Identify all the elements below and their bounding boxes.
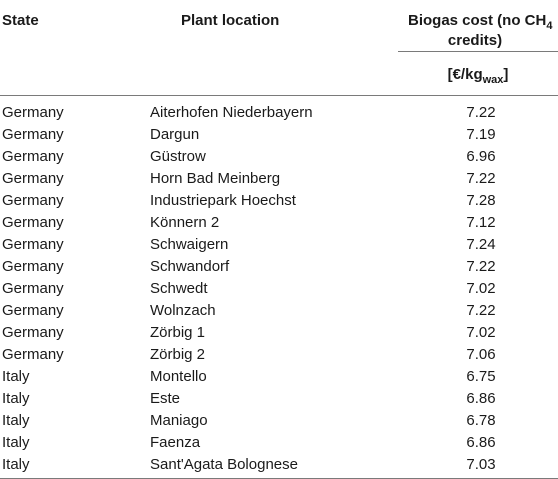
table-row: Germany Wolnzach 7.22 bbox=[0, 300, 558, 322]
cell-biogas-cost: 7.22 bbox=[466, 170, 496, 187]
cell-biogas-cost: 6.86 bbox=[466, 434, 496, 451]
cell-state: Italy bbox=[2, 390, 30, 407]
cell-state: Italy bbox=[2, 434, 30, 451]
cell-biogas-cost: 7.22 bbox=[466, 104, 496, 121]
unit-empty-state bbox=[0, 52, 148, 96]
cell-plant-location: Könnern 2 bbox=[150, 214, 220, 231]
cell-state: Germany bbox=[2, 280, 64, 297]
table-row: Germany Könnern 2 7.12 bbox=[0, 212, 558, 234]
header-biogas-cost: Biogas cost (no CH4 credits) bbox=[398, 0, 558, 52]
header-unit: [€/kgwax] bbox=[398, 51, 558, 96]
table-row: Germany Zörbig 2 7.06 bbox=[0, 344, 558, 366]
unit-text-pre: [€/kg bbox=[447, 66, 483, 83]
cell-plant-location: Schwandorf bbox=[150, 258, 230, 275]
cell-plant-location: Dargun bbox=[150, 126, 200, 143]
cell-state: Italy bbox=[2, 412, 30, 429]
header-plant-location: Plant location bbox=[181, 12, 280, 29]
header-row: State Plant location Biogas cost (no CH4… bbox=[0, 0, 558, 52]
table-row: Germany Horn Bad Meinberg 7.22 bbox=[0, 168, 558, 190]
cell-biogas-cost: 6.96 bbox=[466, 148, 496, 165]
table-row: Germany Güstrow 6.96 bbox=[0, 146, 558, 168]
cell-biogas-cost: 7.03 bbox=[398, 454, 558, 479]
table-row: Italy Maniago 6.78 bbox=[0, 410, 558, 432]
table-row: Germany Aiterhofen Niederbayern 7.22 bbox=[0, 96, 558, 125]
table-header: State Plant location Biogas cost (no CH4… bbox=[0, 0, 558, 96]
table-row: Germany Schwedt 7.02 bbox=[0, 278, 558, 300]
cell-state: Germany bbox=[2, 192, 64, 209]
cell-biogas-cost: 7.22 bbox=[466, 258, 496, 275]
cell-plant-location: Industriepark Hoechst bbox=[150, 192, 296, 209]
unit-row: [€/kgwax] bbox=[0, 51, 558, 96]
cell-state: Germany bbox=[2, 126, 64, 143]
cell-state: Germany bbox=[2, 346, 64, 363]
cell-biogas-cost: 7.19 bbox=[466, 126, 496, 143]
header-ch4-subscript: 4 bbox=[546, 20, 553, 32]
cell-biogas-cost: 7.24 bbox=[466, 236, 496, 253]
cell-state: Germany bbox=[2, 148, 64, 165]
cell-plant-location: Schwedt bbox=[150, 280, 208, 297]
table-body: Germany Aiterhofen Niederbayern 7.22 German… bbox=[0, 96, 558, 479]
header-biogas-cost-line2: credits) bbox=[447, 32, 503, 49]
table-row: Germany Industriepark Hoechst 7.28 bbox=[0, 190, 558, 212]
table-row: Germany Dargun 7.19 bbox=[0, 124, 558, 146]
cell-state: Germany bbox=[2, 236, 64, 253]
cell-biogas-cost: 7.12 bbox=[466, 214, 496, 231]
table-row: Italy Sant'Agata Bolognese 7.03 bbox=[0, 454, 558, 479]
cell-plant-location: Zörbig 1 bbox=[150, 324, 206, 341]
table-row: Germany Schwaigern 7.24 bbox=[0, 234, 558, 256]
cell-biogas-cost: 6.75 bbox=[466, 368, 496, 385]
cell-biogas-cost: 7.02 bbox=[466, 280, 496, 297]
header-state: State bbox=[2, 12, 39, 29]
table-row: Italy Montello 6.75 bbox=[0, 366, 558, 388]
cell-plant-location: Montello bbox=[150, 368, 207, 385]
cell-biogas-cost: 6.86 bbox=[466, 390, 496, 407]
table-row: Italy Faenza 6.86 bbox=[0, 432, 558, 454]
cell-state: Germany bbox=[2, 214, 64, 231]
cell-biogas-cost: 7.02 bbox=[466, 324, 496, 341]
cell-biogas-cost: 7.06 bbox=[466, 346, 496, 363]
header-biogas-cost-line1: Biogas cost (no CH4 bbox=[408, 11, 558, 32]
unit-wax-subscript: wax bbox=[482, 74, 504, 86]
cell-state: Italy bbox=[2, 368, 30, 385]
cell-plant-location: Faenza bbox=[150, 434, 201, 451]
cell-plant-location: Maniago bbox=[150, 412, 208, 429]
unit-text-post: ] bbox=[503, 66, 509, 83]
cell-plant-location: Sant'Agata Bolognese bbox=[148, 454, 398, 479]
cell-plant-location: Horn Bad Meinberg bbox=[150, 170, 281, 187]
cell-plant-location: Wolnzach bbox=[150, 302, 216, 319]
cell-plant-location: Este bbox=[150, 390, 181, 407]
cell-plant-location: Aiterhofen Niederbayern bbox=[150, 104, 313, 121]
cell-biogas-cost: 6.78 bbox=[466, 412, 496, 429]
cell-state: Germany bbox=[2, 170, 64, 187]
cell-state: Italy bbox=[0, 454, 148, 479]
cell-state: Germany bbox=[2, 324, 64, 341]
cell-plant-location: Schwaigern bbox=[150, 236, 229, 253]
table-row: Italy Este 6.86 bbox=[0, 388, 558, 410]
table-row: Germany Schwandorf 7.22 bbox=[0, 256, 558, 278]
cell-biogas-cost: 7.28 bbox=[466, 192, 496, 209]
cell-state: Germany bbox=[2, 302, 64, 319]
cell-biogas-cost: 7.22 bbox=[466, 302, 496, 319]
unit-empty-location bbox=[148, 52, 398, 96]
table-row: Germany Zörbig 1 7.02 bbox=[0, 322, 558, 344]
cell-plant-location: Zörbig 2 bbox=[150, 346, 206, 363]
cell-state: Germany bbox=[2, 104, 64, 121]
cell-state: Germany bbox=[2, 258, 64, 275]
cell-plant-location: Güstrow bbox=[150, 148, 206, 165]
header-biogas-cost-text: Biogas cost (no CH bbox=[408, 12, 547, 29]
